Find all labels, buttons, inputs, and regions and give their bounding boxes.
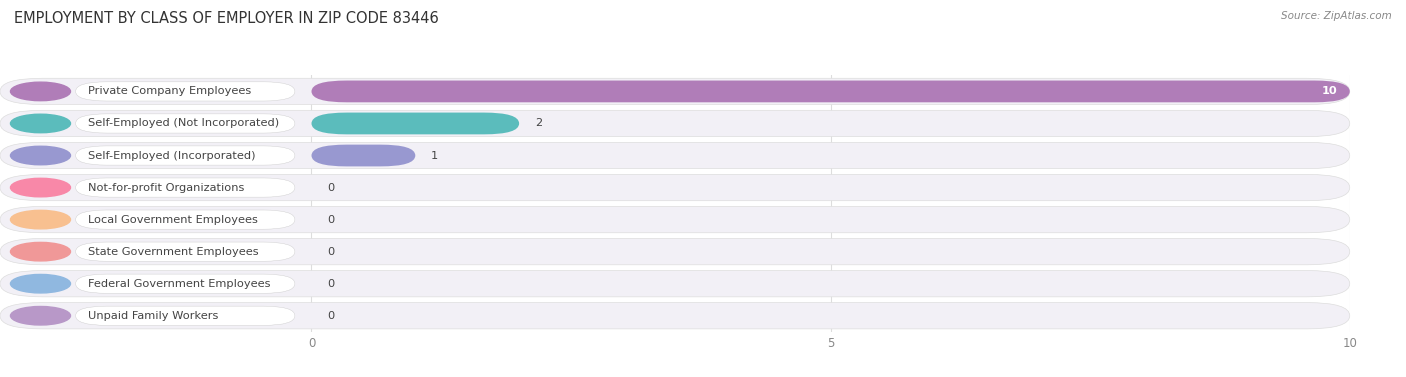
FancyBboxPatch shape <box>0 207 1350 233</box>
FancyBboxPatch shape <box>0 271 1350 297</box>
Text: Self-Employed (Not Incorporated): Self-Employed (Not Incorporated) <box>89 118 280 129</box>
FancyBboxPatch shape <box>0 78 1350 104</box>
Circle shape <box>10 178 70 197</box>
Text: 2: 2 <box>534 118 541 129</box>
FancyBboxPatch shape <box>0 303 1350 329</box>
Circle shape <box>10 307 70 325</box>
FancyBboxPatch shape <box>76 242 295 261</box>
FancyBboxPatch shape <box>76 146 295 165</box>
FancyBboxPatch shape <box>0 110 1350 136</box>
Text: Local Government Employees: Local Government Employees <box>89 215 257 225</box>
Text: Private Company Employees: Private Company Employees <box>89 86 252 97</box>
Text: 1: 1 <box>430 150 439 161</box>
Text: 0: 0 <box>328 311 335 321</box>
FancyBboxPatch shape <box>0 143 1350 169</box>
FancyBboxPatch shape <box>312 81 1350 102</box>
Text: 0: 0 <box>328 182 335 193</box>
Circle shape <box>10 210 70 229</box>
Circle shape <box>10 82 70 101</box>
Text: Self-Employed (Incorporated): Self-Employed (Incorporated) <box>89 150 256 161</box>
FancyBboxPatch shape <box>312 145 415 166</box>
Text: 0: 0 <box>328 215 335 225</box>
Text: 0: 0 <box>328 247 335 257</box>
Text: EMPLOYMENT BY CLASS OF EMPLOYER IN ZIP CODE 83446: EMPLOYMENT BY CLASS OF EMPLOYER IN ZIP C… <box>14 11 439 26</box>
FancyBboxPatch shape <box>76 274 295 293</box>
FancyBboxPatch shape <box>0 239 1350 265</box>
FancyBboxPatch shape <box>76 306 295 325</box>
Text: Source: ZipAtlas.com: Source: ZipAtlas.com <box>1281 11 1392 21</box>
Text: Not-for-profit Organizations: Not-for-profit Organizations <box>89 182 245 193</box>
Text: State Government Employees: State Government Employees <box>89 247 259 257</box>
FancyBboxPatch shape <box>312 113 519 134</box>
FancyBboxPatch shape <box>76 82 295 101</box>
FancyBboxPatch shape <box>76 114 295 133</box>
FancyBboxPatch shape <box>76 210 295 229</box>
FancyBboxPatch shape <box>76 178 295 197</box>
Circle shape <box>10 274 70 293</box>
Circle shape <box>10 242 70 261</box>
Text: Unpaid Family Workers: Unpaid Family Workers <box>89 311 218 321</box>
Text: 10: 10 <box>1322 86 1337 97</box>
FancyBboxPatch shape <box>0 175 1350 201</box>
Circle shape <box>10 146 70 165</box>
Circle shape <box>10 114 70 133</box>
Text: 0: 0 <box>328 279 335 289</box>
Text: Federal Government Employees: Federal Government Employees <box>89 279 270 289</box>
